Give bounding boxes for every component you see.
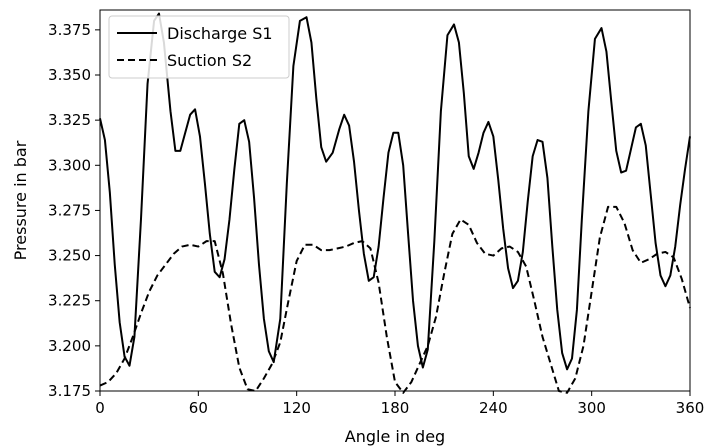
x-tick-label: 360 xyxy=(676,399,705,417)
y-tick-label: 3.375 xyxy=(48,21,91,39)
y-tick-label: 3.325 xyxy=(48,111,91,129)
y-tick-label: 3.200 xyxy=(48,337,91,355)
y-axis: 3.175 3.200 3.225 3.250 3.275 3.300 3.325 3.350… xyxy=(48,21,100,400)
plot-lines xyxy=(99,12,691,394)
x-tick-label: 240 xyxy=(479,399,508,417)
y-tick-label: 3.275 xyxy=(48,201,91,219)
series-line-suction-s2 xyxy=(99,205,691,394)
y-tick-label: 3.250 xyxy=(48,247,91,265)
legend-box xyxy=(108,15,290,79)
x-tick-label: 300 xyxy=(577,399,606,417)
series-line-discharge-s1 xyxy=(99,12,691,371)
legend: Discharge S1 Suction S2 xyxy=(108,15,290,79)
legend-label-discharge-s1: Discharge S1 xyxy=(167,24,273,43)
x-tick-label: 120 xyxy=(282,399,311,417)
y-tick-label: 3.350 xyxy=(48,66,91,84)
y-tick-label: 3.175 xyxy=(48,382,91,400)
x-tick-label: 0 xyxy=(95,399,105,417)
x-axis: 0 60 120 180 240 300 360 xyxy=(95,391,704,417)
x-tick-label: 180 xyxy=(381,399,410,417)
y-tick-label: 3.300 xyxy=(48,156,91,174)
x-tick-label: 60 xyxy=(189,399,208,417)
x-axis-label: Angle in deg xyxy=(345,427,445,446)
y-tick-label: 3.225 xyxy=(48,292,91,310)
legend-label-suction-s2: Suction S2 xyxy=(167,51,252,70)
y-axis-label: Pressure in bar xyxy=(11,140,30,260)
